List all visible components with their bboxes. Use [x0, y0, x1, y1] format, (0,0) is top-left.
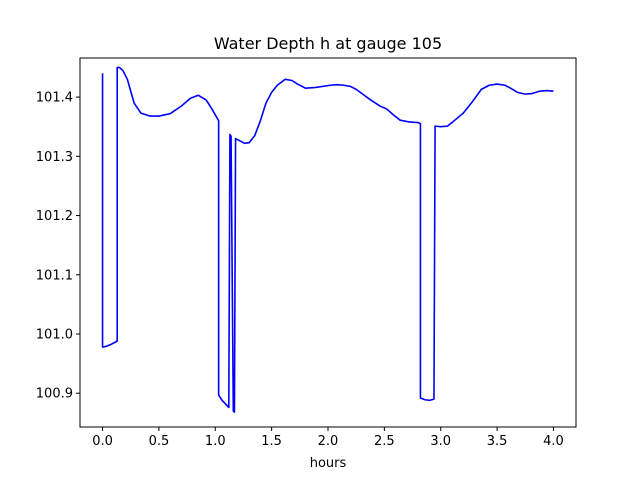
y-tick-label: 101.0: [36, 328, 73, 343]
series-line-0: [101, 66, 554, 413]
x-tick-label: 3.5: [487, 434, 508, 449]
x-tick-label: 1.0: [205, 434, 226, 449]
x-tick-label: 3.0: [430, 434, 451, 449]
y-tick-label: 101.1: [36, 268, 73, 283]
y-tick-label: 101.3: [36, 150, 73, 165]
x-tick-label: 0.5: [149, 434, 170, 449]
y-axis-ticks: 100.9 101.0 101.1 101.2 101.3 101.4: [36, 91, 80, 402]
x-tick-label: 2.5: [374, 434, 395, 449]
x-tick-label: 2.0: [318, 434, 339, 449]
y-tick-label: 101.2: [36, 209, 73, 224]
x-tick-label: 1.5: [261, 434, 282, 449]
x-tick-label: 0.0: [92, 434, 113, 449]
x-axis-ticks: 0.0 0.5 1.0 1.5 2.0 2.5 3.0 3.5 4.0: [92, 427, 564, 449]
y-tick-label: 100.9: [36, 387, 73, 402]
chart-title: Water Depth h at gauge 105: [214, 34, 442, 53]
plot-area: [79, 57, 577, 428]
y-tick-label: 101.4: [36, 91, 73, 106]
x-tick-label: 4.0: [543, 434, 564, 449]
plot-frame: [79, 57, 577, 428]
x-axis-label: hours: [310, 456, 347, 471]
